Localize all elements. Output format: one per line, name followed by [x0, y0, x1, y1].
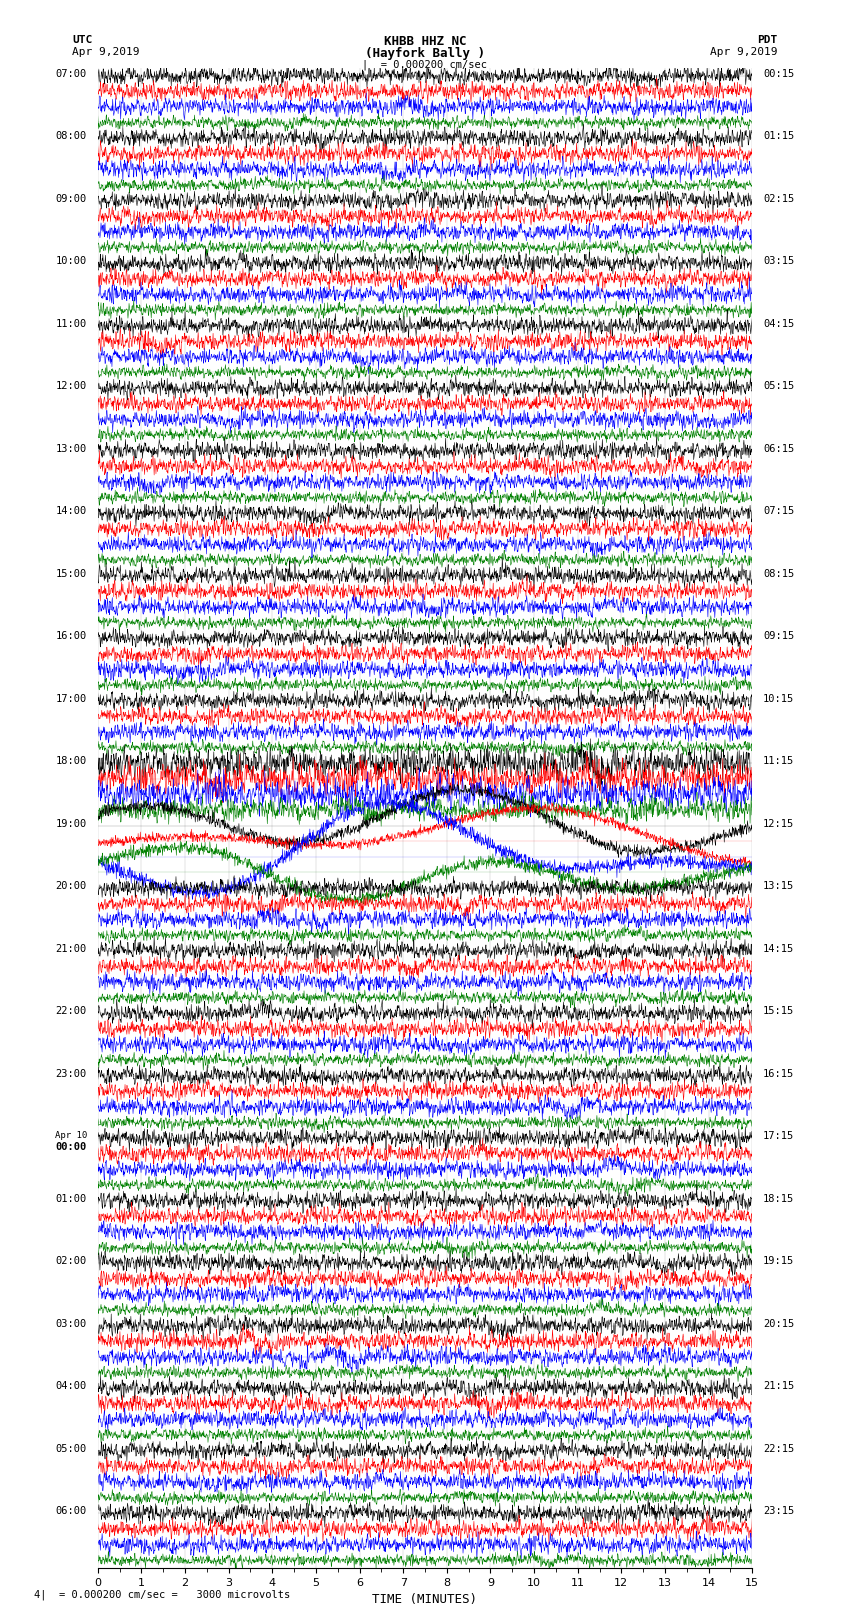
Text: 12:15: 12:15: [763, 818, 795, 829]
Text: 16:15: 16:15: [763, 1068, 795, 1079]
Text: 22:15: 22:15: [763, 1444, 795, 1453]
Text: 04:00: 04:00: [55, 1381, 87, 1390]
Text: 21:15: 21:15: [763, 1381, 795, 1390]
Text: 10:00: 10:00: [55, 256, 87, 266]
Text: |  = 0.000200 cm/sec: | = 0.000200 cm/sec: [362, 60, 488, 71]
Text: 01:15: 01:15: [763, 131, 795, 140]
Text: KHBB HHZ NC: KHBB HHZ NC: [383, 35, 467, 48]
Text: Apr 9,2019: Apr 9,2019: [711, 47, 778, 56]
Text: UTC: UTC: [72, 35, 93, 45]
Text: 07:00: 07:00: [55, 68, 87, 79]
Text: 08:00: 08:00: [55, 131, 87, 140]
Text: 02:15: 02:15: [763, 194, 795, 203]
Text: 23:00: 23:00: [55, 1068, 87, 1079]
Text: 07:15: 07:15: [763, 506, 795, 516]
Text: 23:15: 23:15: [763, 1507, 795, 1516]
Text: Apr 10: Apr 10: [54, 1131, 87, 1140]
Text: 09:15: 09:15: [763, 631, 795, 640]
Text: 15:00: 15:00: [55, 568, 87, 579]
Text: 21:00: 21:00: [55, 944, 87, 953]
Text: 17:00: 17:00: [55, 694, 87, 703]
Text: 05:15: 05:15: [763, 381, 795, 390]
Text: 18:15: 18:15: [763, 1194, 795, 1203]
Text: 06:15: 06:15: [763, 444, 795, 453]
Text: (Hayfork Bally ): (Hayfork Bally ): [365, 47, 485, 60]
Text: 18:00: 18:00: [55, 756, 87, 766]
Text: 03:15: 03:15: [763, 256, 795, 266]
Text: 13:15: 13:15: [763, 881, 795, 890]
Text: 11:15: 11:15: [763, 756, 795, 766]
Text: 04:15: 04:15: [763, 318, 795, 329]
Text: 00:15: 00:15: [763, 68, 795, 79]
Text: 11:00: 11:00: [55, 318, 87, 329]
Text: 22:00: 22:00: [55, 1007, 87, 1016]
Text: 17:15: 17:15: [763, 1131, 795, 1140]
Text: Apr 9,2019: Apr 9,2019: [72, 47, 139, 56]
Text: 13:00: 13:00: [55, 444, 87, 453]
X-axis label: TIME (MINUTES): TIME (MINUTES): [372, 1594, 478, 1607]
Text: 00:00: 00:00: [55, 1142, 87, 1152]
Text: 4|  = 0.000200 cm/sec =   3000 microvolts: 4| = 0.000200 cm/sec = 3000 microvolts: [34, 1589, 290, 1600]
Text: 20:00: 20:00: [55, 881, 87, 890]
Text: 19:15: 19:15: [763, 1257, 795, 1266]
Text: 09:00: 09:00: [55, 194, 87, 203]
Text: 14:15: 14:15: [763, 944, 795, 953]
Text: 01:00: 01:00: [55, 1194, 87, 1203]
Text: 02:00: 02:00: [55, 1257, 87, 1266]
Text: 05:00: 05:00: [55, 1444, 87, 1453]
Text: 03:00: 03:00: [55, 1318, 87, 1329]
Text: 15:15: 15:15: [763, 1007, 795, 1016]
Text: 19:00: 19:00: [55, 818, 87, 829]
Text: 16:00: 16:00: [55, 631, 87, 640]
Text: 20:15: 20:15: [763, 1318, 795, 1329]
Text: 10:15: 10:15: [763, 694, 795, 703]
Text: 12:00: 12:00: [55, 381, 87, 390]
Text: PDT: PDT: [757, 35, 778, 45]
Text: 08:15: 08:15: [763, 568, 795, 579]
Text: 06:00: 06:00: [55, 1507, 87, 1516]
Text: 14:00: 14:00: [55, 506, 87, 516]
